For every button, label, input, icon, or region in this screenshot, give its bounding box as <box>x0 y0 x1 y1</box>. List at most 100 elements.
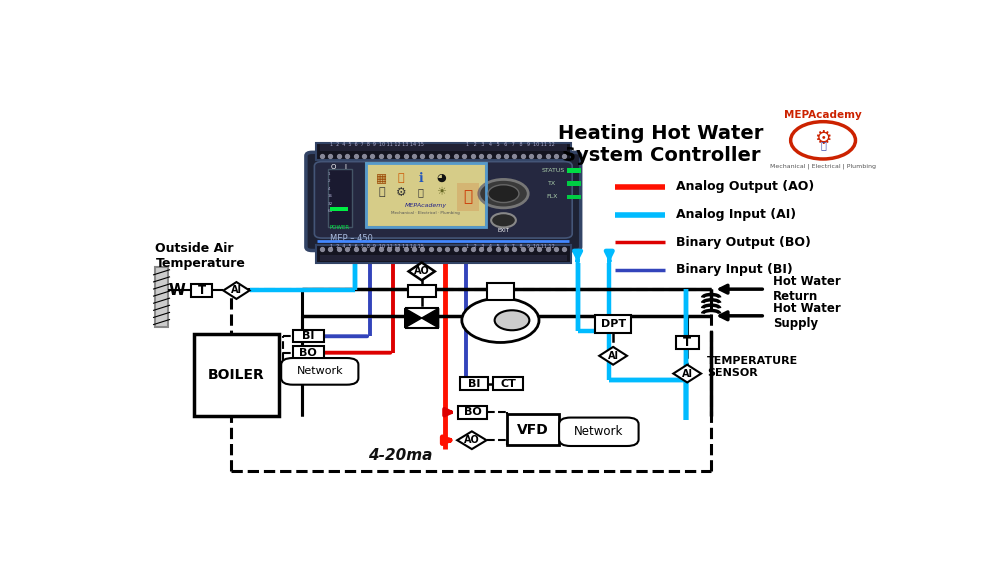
Text: BI: BI <box>468 379 480 389</box>
Polygon shape <box>408 263 435 280</box>
FancyBboxPatch shape <box>457 182 479 211</box>
FancyBboxPatch shape <box>596 316 630 333</box>
Text: 4-20ma: 4-20ma <box>368 448 432 463</box>
Bar <box>567 181 581 186</box>
Text: 🔊: 🔊 <box>397 173 404 183</box>
Text: 1  2  4  5  6  7  8  9  10 11 12 13 14 15: 1 2 4 5 6 7 8 9 10 11 12 13 14 15 <box>330 244 423 249</box>
Text: Binary Output (BO): Binary Output (BO) <box>676 235 812 249</box>
Text: Network: Network <box>297 366 343 376</box>
Text: MEPAcademy: MEPAcademy <box>404 203 446 208</box>
Text: TEMPERATURE
SENSOR: TEMPERATURE SENSOR <box>707 356 799 378</box>
FancyBboxPatch shape <box>306 152 581 250</box>
FancyBboxPatch shape <box>493 377 523 391</box>
Circle shape <box>479 179 528 208</box>
Text: 1: 1 <box>328 171 330 175</box>
Text: ▦: ▦ <box>375 173 387 185</box>
Text: TX: TX <box>548 181 557 186</box>
Text: 1  2  4  5  6  7  8  9  10 11 12 13 14 15: 1 2 4 5 6 7 8 9 10 11 12 13 14 15 <box>330 142 423 147</box>
Text: Mechanical | Electrical | Plumbing: Mechanical | Electrical | Plumbing <box>770 163 876 169</box>
Text: 16: 16 <box>328 194 333 198</box>
FancyBboxPatch shape <box>407 284 435 297</box>
FancyBboxPatch shape <box>320 144 567 151</box>
Bar <box>330 207 349 211</box>
Polygon shape <box>404 308 421 328</box>
Text: Binary Input (BI): Binary Input (BI) <box>676 263 793 276</box>
Text: Hot Water
Supply: Hot Water Supply <box>773 302 841 330</box>
Text: POWER: POWER <box>330 226 350 230</box>
Text: 4: 4 <box>328 186 330 190</box>
Text: 1   2   3   4   5   6   7   8   9  10 11 12: 1 2 3 4 5 6 7 8 9 10 11 12 <box>466 142 555 147</box>
Bar <box>567 194 581 199</box>
Text: Analog Input (AI): Analog Input (AI) <box>676 208 797 221</box>
Circle shape <box>488 185 519 203</box>
FancyBboxPatch shape <box>507 414 559 445</box>
Text: FLX: FLX <box>546 194 558 199</box>
Text: O: O <box>331 164 336 170</box>
FancyBboxPatch shape <box>559 418 638 446</box>
Text: EXIT: EXIT <box>498 227 510 233</box>
FancyBboxPatch shape <box>675 336 699 349</box>
Text: AO: AO <box>464 435 480 445</box>
Circle shape <box>462 298 539 343</box>
Text: ⚙: ⚙ <box>395 186 406 199</box>
Text: 🔥: 🔥 <box>463 189 472 204</box>
Text: AO: AO <box>413 267 429 276</box>
Circle shape <box>791 122 856 159</box>
Text: AI: AI <box>681 369 692 379</box>
Circle shape <box>495 310 529 330</box>
Text: BO: BO <box>300 348 317 358</box>
Text: BO: BO <box>464 407 481 417</box>
Text: STATUS: STATUS <box>542 167 566 173</box>
Text: Network: Network <box>574 425 623 439</box>
Text: T: T <box>683 336 691 349</box>
Polygon shape <box>673 365 701 383</box>
FancyBboxPatch shape <box>191 284 212 297</box>
Text: MEPAcademy: MEPAcademy <box>784 110 862 119</box>
Text: ⚙: ⚙ <box>815 129 832 148</box>
Polygon shape <box>600 347 627 365</box>
Text: Hot Water
Return: Hot Water Return <box>773 275 841 303</box>
Text: 1   2   3   4   5   6   7   8   9  10 11 12: 1 2 3 4 5 6 7 8 9 10 11 12 <box>466 244 555 249</box>
FancyBboxPatch shape <box>281 358 359 385</box>
FancyBboxPatch shape <box>458 406 487 419</box>
Text: 〰: 〰 <box>820 141 826 151</box>
Polygon shape <box>421 308 438 328</box>
Text: VFD: VFD <box>517 422 549 437</box>
Text: Analog Output (AO): Analog Output (AO) <box>676 181 815 193</box>
FancyBboxPatch shape <box>155 267 167 327</box>
Text: 32: 32 <box>328 202 333 206</box>
FancyBboxPatch shape <box>194 334 279 416</box>
Text: Heating Hot Water
System Controller: Heating Hot Water System Controller <box>559 124 764 165</box>
Text: ◕: ◕ <box>436 173 446 183</box>
Text: 2: 2 <box>328 179 330 183</box>
Polygon shape <box>457 432 486 449</box>
FancyBboxPatch shape <box>316 143 571 160</box>
Text: 📋: 📋 <box>418 188 424 197</box>
Text: W: W <box>168 283 185 298</box>
Text: T: T <box>197 284 206 297</box>
Bar <box>567 168 581 173</box>
Text: I: I <box>345 164 347 170</box>
FancyBboxPatch shape <box>328 169 353 227</box>
Text: CT: CT <box>500 379 516 389</box>
Text: DPT: DPT <box>601 319 625 329</box>
FancyBboxPatch shape <box>460 377 488 391</box>
Text: MEP – 450: MEP – 450 <box>330 234 373 242</box>
FancyBboxPatch shape <box>293 346 324 359</box>
FancyBboxPatch shape <box>320 254 567 261</box>
Text: AI: AI <box>608 351 619 361</box>
FancyBboxPatch shape <box>367 163 486 227</box>
FancyBboxPatch shape <box>316 245 571 263</box>
Text: BOILER: BOILER <box>208 368 265 382</box>
Polygon shape <box>223 282 250 299</box>
Circle shape <box>491 213 516 227</box>
Text: ⏱: ⏱ <box>378 188 384 197</box>
Text: Outside Air
Temperature: Outside Air Temperature <box>155 242 245 270</box>
FancyBboxPatch shape <box>293 330 324 343</box>
Text: BI: BI <box>302 331 315 341</box>
Text: AI: AI <box>231 286 242 295</box>
Text: ☀: ☀ <box>436 188 446 197</box>
Text: 64: 64 <box>328 209 333 213</box>
Text: Mechanical · Electrical · Plumbing: Mechanical · Electrical · Plumbing <box>391 211 460 215</box>
FancyBboxPatch shape <box>486 283 514 300</box>
